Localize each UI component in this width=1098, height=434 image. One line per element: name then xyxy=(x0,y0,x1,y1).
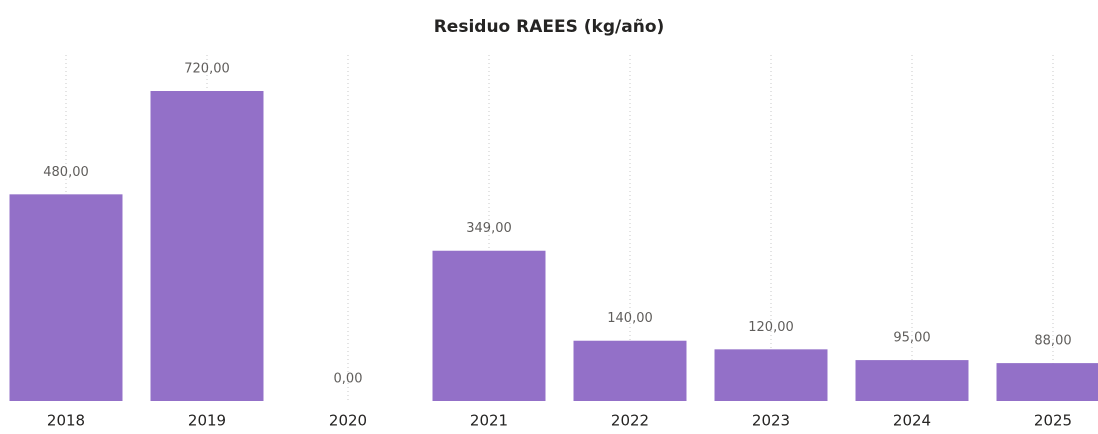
x-tick-label: 2019 xyxy=(188,412,226,430)
bar xyxy=(10,194,123,401)
data-label: 95,00 xyxy=(893,331,930,346)
data-label: 0,00 xyxy=(334,372,363,387)
bar xyxy=(574,341,687,401)
x-tick-label: 2021 xyxy=(470,412,508,430)
data-label: 720,00 xyxy=(184,62,230,77)
x-tick-label: 2018 xyxy=(47,412,85,430)
x-tick-label: 2024 xyxy=(893,412,931,430)
bar xyxy=(856,360,969,401)
data-label: 480,00 xyxy=(43,165,89,180)
x-tick-label: 2023 xyxy=(752,412,790,430)
data-label: 349,00 xyxy=(466,221,512,236)
chart-title: Residuo RAEES (kg/año) xyxy=(434,17,665,37)
data-label: 88,00 xyxy=(1034,334,1071,349)
bar xyxy=(433,251,546,401)
data-label: 140,00 xyxy=(607,311,653,326)
x-tick-label: 2020 xyxy=(329,412,367,430)
bar xyxy=(151,91,264,401)
bar xyxy=(997,363,1098,401)
data-label: 120,00 xyxy=(748,320,794,335)
bar xyxy=(715,349,828,401)
x-tick-label: 2022 xyxy=(611,412,649,430)
x-tick-label: 2025 xyxy=(1034,412,1072,430)
